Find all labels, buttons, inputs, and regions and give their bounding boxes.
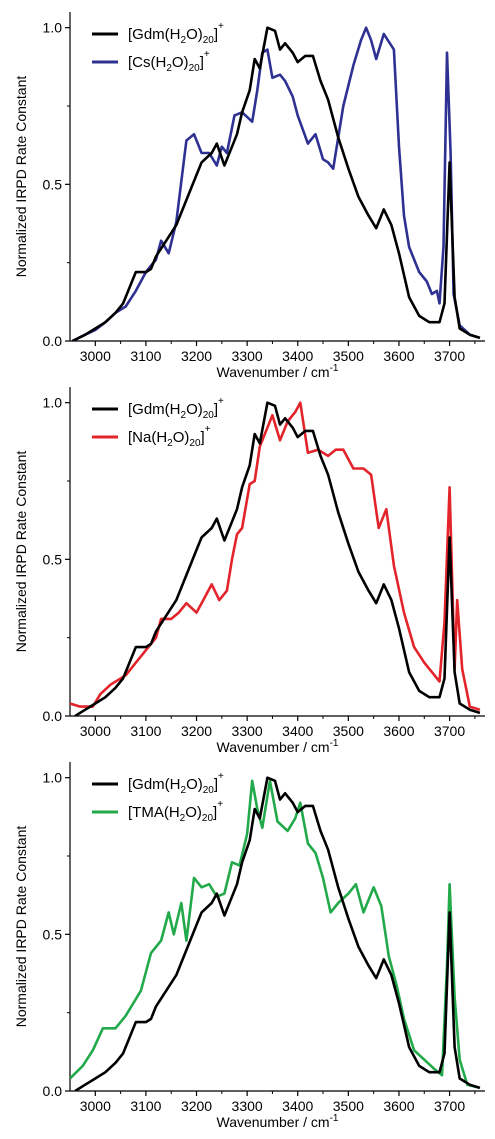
legend-entry-2-part-4: ] — [201, 429, 205, 446]
x-tick-label: 3200 — [181, 348, 212, 364]
y-axis-label: Normalized IRPD Rate Constant — [13, 826, 29, 1028]
legend-entry-1-part-1: 2 — [181, 785, 187, 796]
legend-entry-1-part-5: + — [218, 21, 224, 32]
y-tick-label: 0.0 — [43, 708, 63, 724]
x-axis-label-superscript: -1 — [330, 1113, 339, 1124]
legend-entry-2-part-3: 20 — [189, 438, 201, 449]
y-tick-label: 0.0 — [43, 333, 63, 349]
legend-entry-1-part-0: [Gdm(H — [128, 776, 181, 793]
legend-entry-2-part-5: + — [217, 799, 223, 810]
y-tick-label: 0.5 — [43, 551, 63, 567]
x-tick-label: 3300 — [232, 723, 263, 739]
x-tick-label: 3000 — [80, 348, 111, 364]
x-tick-label: 3100 — [130, 348, 161, 364]
legend-entry-2-part-2: O) — [172, 54, 189, 71]
legend-entry-2-part-2: O) — [185, 804, 202, 821]
legend-entry-2-part-4: ] — [200, 54, 204, 71]
x-axis-label: Wavenumber / cm-1 — [217, 1113, 339, 1130]
chart-panel-2: 3000 3100 3200 3300 3400 3500 3600 3700 0.0 0.5 1.… — [13, 387, 485, 755]
legend-entry-1-part-4: ] — [214, 401, 218, 418]
x-tick-label: 3200 — [181, 723, 212, 739]
legend-entry-2-part-4: ] — [213, 804, 217, 821]
x-tick-label: 3400 — [282, 348, 313, 364]
legend-entry-1-part-4: ] — [214, 26, 218, 43]
x-tick-label: 3700 — [434, 1098, 465, 1114]
legend-entry-2-part-1: 2 — [166, 63, 172, 74]
legend-entry-2-part-5: + — [204, 49, 210, 60]
legend-entry-1-part-3: 20 — [203, 410, 215, 421]
x-tick-label: 3500 — [333, 723, 364, 739]
x-tick-label: 3300 — [232, 348, 263, 364]
legend-entry-1-part-0: [Gdm(H — [128, 26, 181, 43]
legend-entry-1-part-2: O) — [186, 401, 203, 418]
legend-entry-1-part-1: 2 — [181, 410, 187, 421]
legend-entry-1-part-3: 20 — [203, 35, 215, 46]
y-tick-label: 1.0 — [43, 20, 63, 36]
x-axis-label-superscript: -1 — [330, 363, 339, 374]
legend-entry-2-part-3: 20 — [189, 63, 201, 74]
x-tick-label: 3100 — [130, 723, 161, 739]
legend-entry-2-part-0: [Cs(H — [128, 54, 166, 71]
legend-entry-2: [Na(H2O)20]+ — [128, 424, 211, 449]
y-axis-label: Normalized IRPD Rate Constant — [13, 76, 29, 278]
x-axis-label-text: Wavenumber / cm — [217, 364, 330, 380]
x-tick-label: 3600 — [383, 723, 414, 739]
x-tick-label: 3700 — [434, 723, 465, 739]
x-axis-label: Wavenumber / cm-1 — [217, 363, 339, 380]
x-tick-label: 3000 — [80, 723, 111, 739]
legend-entry-2: [Cs(H2O)20]+ — [128, 49, 210, 74]
legend-entry-2-part-1: 2 — [167, 438, 173, 449]
x-tick-label: 3400 — [282, 723, 313, 739]
legend-entry-1-part-3: 20 — [203, 785, 215, 796]
legend-entry-1-part-5: + — [218, 396, 224, 407]
legend-entry-1: [Gdm(H2O)20]+ — [128, 396, 224, 421]
legend-entry-2-part-0: [TMA(H — [128, 804, 180, 821]
y-tick-label: 0.5 — [43, 176, 63, 192]
legend-entry-2-part-3: 20 — [202, 813, 214, 824]
x-axis-label-text: Wavenumber / cm — [217, 1114, 330, 1130]
legend-entry-1-part-1: 2 — [181, 35, 187, 46]
x-axis-label: Wavenumber / cm-1 — [217, 738, 339, 755]
x-tick-label: 3500 — [333, 348, 364, 364]
series-line-1 — [71, 26, 481, 341]
series-line-2 — [71, 26, 481, 341]
legend-entry-2-part-1: 2 — [180, 813, 186, 824]
x-tick-label: 3700 — [434, 348, 465, 364]
y-tick-label: 1.0 — [43, 395, 63, 411]
x-tick-label: 3400 — [282, 1098, 313, 1114]
series-line-1 — [74, 776, 481, 1091]
x-tick-label: 3500 — [333, 1098, 364, 1114]
x-axis-label-superscript: -1 — [330, 738, 339, 749]
y-tick-label: 1.0 — [43, 770, 63, 786]
y-axis-label: Normalized IRPD Rate Constant — [13, 451, 29, 653]
series-line-2 — [70, 401, 481, 711]
series-line-1 — [74, 401, 481, 716]
legend-entry-2-part-5: + — [205, 424, 211, 435]
legend-entry-1: [Gdm(H2O)20]+ — [128, 771, 224, 796]
chart-panel-3: 3000 3100 3200 3300 3400 3500 3600 3700 0.0 0.5 1.… — [13, 762, 485, 1130]
x-tick-label: 3100 — [130, 1098, 161, 1114]
y-tick-label: 0.0 — [43, 1083, 63, 1099]
x-tick-label: 3600 — [383, 348, 414, 364]
series-line-2 — [70, 779, 481, 1090]
x-tick-label: 3600 — [383, 1098, 414, 1114]
chart-panel-1: 3000 3100 3200 3300 3400 3500 3600 3700 0.0 0.5 1.… — [13, 12, 485, 380]
legend-entry-2-part-2: O) — [173, 429, 190, 446]
x-tick-label: 3000 — [80, 1098, 111, 1114]
legend-entry-1-part-2: O) — [186, 776, 203, 793]
legend-entry-2-part-0: [Na(H — [128, 429, 167, 446]
x-axis-label-text: Wavenumber / cm — [217, 739, 330, 755]
x-tick-label: 3200 — [181, 1098, 212, 1114]
legend-entry-1-part-2: O) — [186, 26, 203, 43]
legend-entry-1-part-4: ] — [214, 776, 218, 793]
x-tick-label: 3300 — [232, 1098, 263, 1114]
legend-entry-2: [TMA(H2O)20]+ — [128, 799, 223, 824]
legend-entry-1: [Gdm(H2O)20]+ — [128, 21, 224, 46]
y-tick-label: 0.5 — [43, 926, 63, 942]
legend-entry-1-part-5: + — [218, 771, 224, 782]
legend-entry-1-part-0: [Gdm(H — [128, 401, 181, 418]
